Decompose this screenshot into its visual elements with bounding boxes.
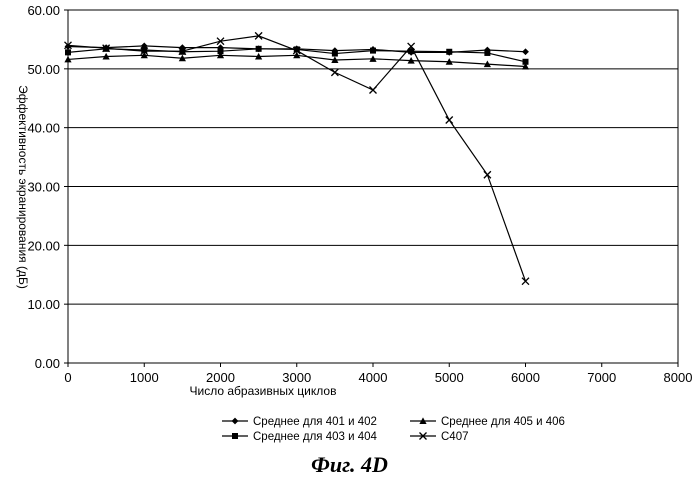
y-tick-label: 0.00 bbox=[35, 356, 60, 371]
y-tick-label: 40.00 bbox=[27, 121, 60, 136]
series-lines bbox=[68, 36, 526, 281]
data-point-series-4 bbox=[522, 278, 529, 285]
legend-swatch-marker bbox=[232, 433, 238, 439]
x-tick-label: 7000 bbox=[587, 370, 616, 385]
y-tick-label: 60.00 bbox=[27, 3, 60, 18]
data-point-series-1 bbox=[65, 43, 72, 50]
data-point-series-3 bbox=[332, 51, 338, 57]
legend-item: C407 bbox=[410, 431, 469, 443]
y-axis-title: Эффективность экранирования (дБ) bbox=[16, 85, 30, 289]
data-point-series-3 bbox=[484, 50, 490, 56]
data-point-series-4 bbox=[331, 69, 338, 76]
x-tick-label: 5000 bbox=[435, 370, 464, 385]
data-point-series-3 bbox=[65, 49, 71, 55]
figure-caption: Фиг. 4D bbox=[0, 452, 699, 478]
y-tick-label: 20.00 bbox=[27, 238, 60, 253]
data-point-series-3 bbox=[294, 46, 300, 52]
legend-item: Среднее для 405 и 406 bbox=[410, 416, 565, 428]
y-axis-ticks: 0.00 10.00 20.00 30.00 40.00 50.00 60.00 bbox=[27, 3, 68, 371]
x-tick-label: 2000 bbox=[206, 370, 235, 385]
gridlines bbox=[68, 10, 678, 304]
legend-label: Среднее для 405 и 406 bbox=[441, 416, 565, 428]
legend-label: C407 bbox=[441, 431, 469, 443]
x-tick-label: 3000 bbox=[282, 370, 311, 385]
y-tick-label: 30.00 bbox=[27, 180, 60, 195]
series-markers bbox=[64, 32, 529, 284]
data-point-series-4 bbox=[484, 171, 491, 178]
legend-label: Среднее для 403 и 404 bbox=[253, 431, 378, 443]
legend-item: Среднее для 403 и 404 bbox=[222, 431, 378, 443]
x-tick-label: 4000 bbox=[359, 370, 388, 385]
data-point-series-1 bbox=[522, 48, 529, 55]
data-point-series-3 bbox=[256, 46, 262, 52]
data-point-series-3 bbox=[523, 59, 529, 65]
x-tick-label: 0 bbox=[64, 370, 71, 385]
series-line-4 bbox=[68, 36, 526, 281]
x-tick-label: 6000 bbox=[511, 370, 540, 385]
legend: Среднее для 401 и 402 Среднее для 405 и 4… bbox=[222, 416, 565, 443]
data-point-series-3 bbox=[446, 49, 452, 55]
data-point-series-3 bbox=[370, 48, 376, 54]
data-point-series-3 bbox=[141, 47, 147, 53]
legend-item: Среднее для 401 и 402 bbox=[222, 416, 377, 428]
legend-swatch-marker bbox=[232, 418, 239, 425]
x-tick-label: 8000 bbox=[664, 370, 693, 385]
data-point-series-4 bbox=[370, 87, 377, 94]
y-tick-label: 10.00 bbox=[27, 297, 60, 312]
legend-label: Среднее для 401 и 402 bbox=[253, 416, 377, 428]
x-axis-ticks: 0 1000 2000 3000 4000 5000 6000 7000 8000 bbox=[64, 363, 692, 385]
x-axis-title: Число абразивных циклов bbox=[190, 384, 337, 398]
x-tick-label: 1000 bbox=[130, 370, 159, 385]
y-tick-label: 50.00 bbox=[27, 62, 60, 77]
data-point-series-3 bbox=[218, 48, 224, 54]
data-point-series-4 bbox=[446, 117, 453, 124]
